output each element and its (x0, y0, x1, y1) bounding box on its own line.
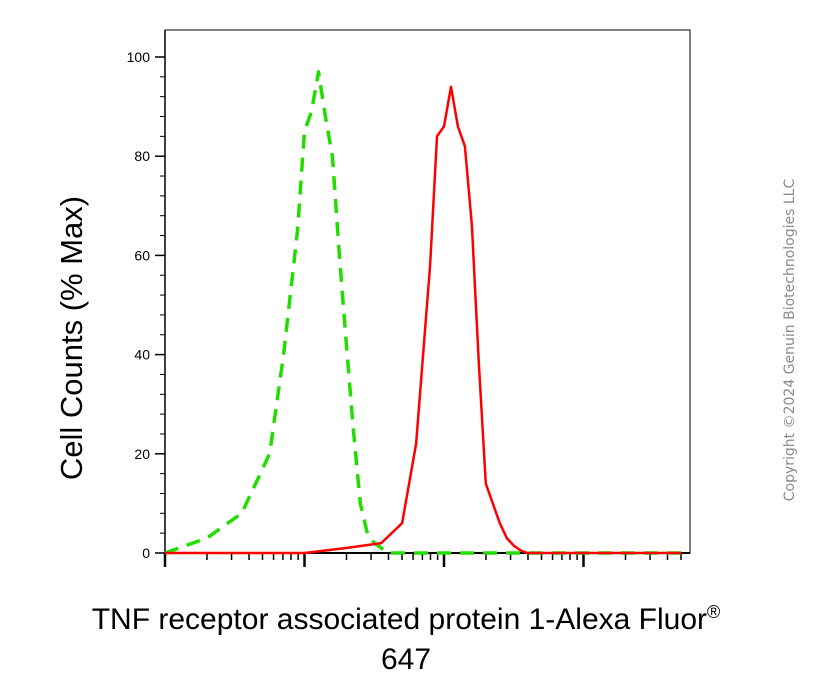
stained-histogram-curve (165, 85, 682, 555)
y-tick-label: 20 (134, 446, 150, 462)
y-tick-label: 40 (134, 347, 150, 363)
x-axis-label-main: TNF receptor associated protein 1-Alexa … (91, 603, 707, 636)
y-tick-label: 60 (134, 247, 150, 263)
copyright-watermark: Copyright ©2024 Genuin Biotechnologies L… (782, 178, 798, 502)
y-tick-label: 0 (142, 545, 150, 561)
x-axis-label-line2: 647 (380, 643, 432, 676)
registered-mark: ® (707, 602, 721, 622)
control-histogram-curve (164, 70, 682, 555)
y-tick-label: 80 (134, 148, 150, 164)
y-axis-label: Cell Counts (% Max) (54, 195, 89, 481)
x-axis-label: TNF receptor associated protein 1-Alexa … (0, 592, 812, 680)
y-tick-label: 100 (127, 49, 151, 65)
